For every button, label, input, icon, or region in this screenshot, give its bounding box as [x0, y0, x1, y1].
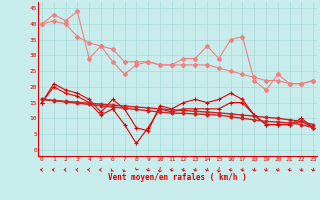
X-axis label: Vent moyen/en rafales ( km/h ): Vent moyen/en rafales ( km/h ) — [108, 174, 247, 182]
